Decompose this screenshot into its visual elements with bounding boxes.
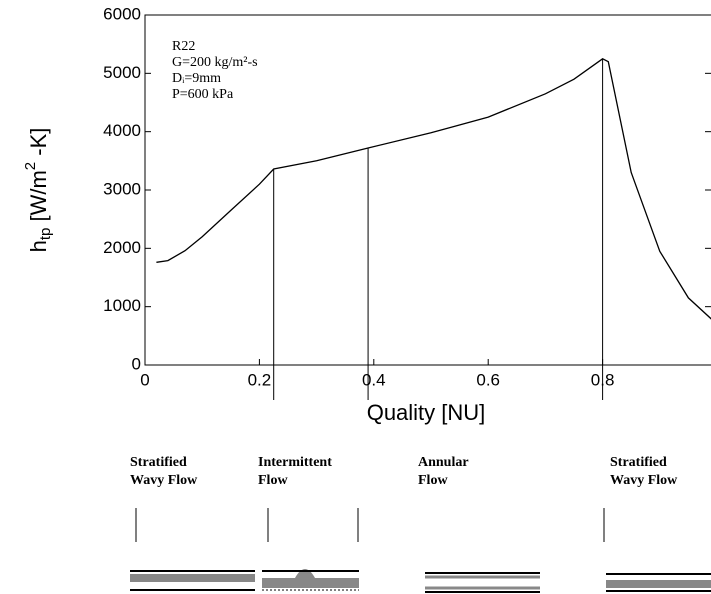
regime-label: Flow xyxy=(258,473,288,488)
x-tick-label: 0.2 xyxy=(248,370,272,389)
y-axis-label-part: h xyxy=(26,240,51,252)
y-axis-label-part: [W/m xyxy=(26,170,51,227)
x-tick-label: 0.6 xyxy=(476,370,500,389)
y-axis-label-part: tp xyxy=(37,228,54,241)
annotation: R22 xyxy=(172,39,195,54)
y-axis-label: htp [W/m2 -K] xyxy=(22,128,54,253)
y-tick-label: 0 xyxy=(132,354,141,373)
y-tick-label: 2000 xyxy=(103,238,141,257)
y-tick-label: 6000 xyxy=(103,4,141,23)
regime-label: Annular xyxy=(418,455,469,470)
x-axis-label: Quality [NU] xyxy=(367,400,486,425)
line-series xyxy=(156,58,711,320)
x-tick-label: 0.4 xyxy=(362,370,386,389)
y-tick-label: 1000 xyxy=(103,296,141,315)
y-axis-label-part: -K] xyxy=(26,128,51,162)
annotation: Dᵢ=9mm xyxy=(172,71,221,86)
y-axis-label-part: 2 xyxy=(22,162,39,170)
regime-label: Wavy Flow xyxy=(130,473,198,488)
annotation: G=200 kg/m²-s xyxy=(172,55,258,70)
y-tick-label: 4000 xyxy=(103,121,141,140)
regime-label: Stratified xyxy=(610,455,667,470)
y-tick-label: 5000 xyxy=(103,63,141,82)
flow-pictograms xyxy=(130,569,711,593)
y-tick-label: 3000 xyxy=(103,179,141,198)
regime-label: Flow xyxy=(418,473,448,488)
x-tick-label: 0 xyxy=(140,370,149,389)
annotation: P=600 kPa xyxy=(172,87,234,102)
regime-label: Wavy Flow xyxy=(610,473,678,488)
regime-label: Intermittent xyxy=(258,455,332,470)
regime-label: Stratified xyxy=(130,455,187,470)
